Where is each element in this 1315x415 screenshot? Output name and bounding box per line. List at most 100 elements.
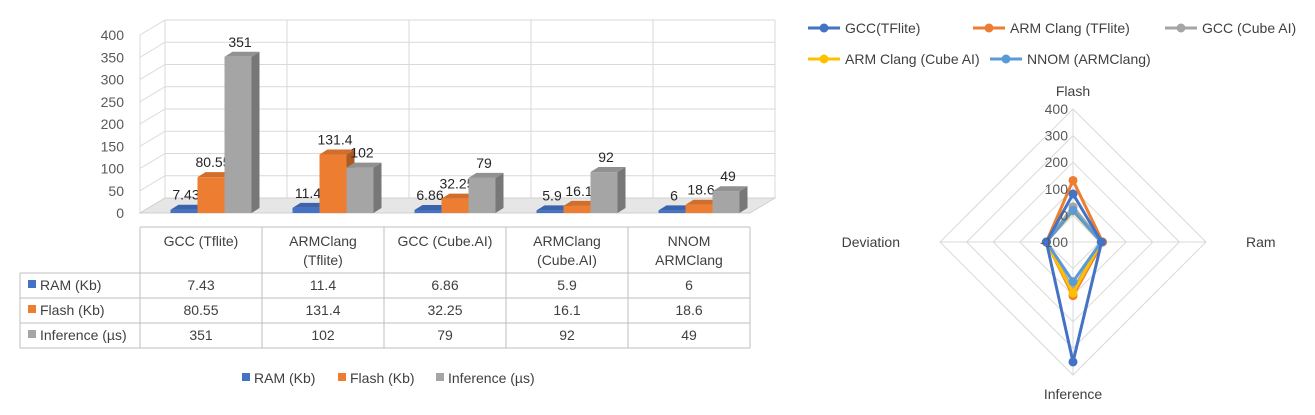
data-label: 92 bbox=[598, 149, 614, 165]
category-label: GCC (Cube.AI) bbox=[398, 233, 493, 249]
bar-top bbox=[563, 200, 599, 206]
legend-label: ARM Clang (TFlite) bbox=[1010, 20, 1130, 36]
category-label: (Tflite) bbox=[303, 252, 343, 268]
y-tick-label: 0 bbox=[116, 205, 124, 221]
side-gridline bbox=[139, 86, 166, 103]
data-label: 11.4 bbox=[295, 185, 321, 201]
bar-top bbox=[685, 199, 721, 205]
legend-marker bbox=[1001, 54, 1011, 64]
side-gridline bbox=[139, 153, 166, 169]
legend-key bbox=[242, 373, 250, 381]
bar-front bbox=[197, 177, 225, 213]
legend-label: Inference (µs) bbox=[448, 370, 535, 386]
category-label: ARMClang bbox=[655, 252, 723, 268]
legend-label: GCC (Cube AI) bbox=[1202, 20, 1296, 36]
y-tick-label: 350 bbox=[101, 49, 125, 65]
radar-point bbox=[1097, 237, 1107, 247]
bar-top bbox=[712, 186, 748, 192]
bar-top bbox=[292, 202, 328, 208]
radar-tick-label: 200 bbox=[1045, 154, 1069, 170]
category-label: ARMClang bbox=[289, 233, 357, 249]
legend-label: ARM Clang (Cube AI) bbox=[845, 51, 980, 67]
table-cell: 18.6 bbox=[675, 302, 702, 318]
y-tick-label: 200 bbox=[101, 116, 125, 132]
table-cell: 6.86 bbox=[431, 277, 458, 293]
table-cell: 49 bbox=[681, 327, 697, 343]
row-header: Inference (µs) bbox=[40, 327, 127, 343]
category-label: ARMClang bbox=[533, 233, 601, 249]
radar-point bbox=[1041, 237, 1051, 247]
table-cell: 16.1 bbox=[553, 302, 580, 318]
table-cell: 92 bbox=[559, 327, 575, 343]
table-cell: 131.4 bbox=[305, 302, 340, 318]
data-label: 5.9 bbox=[542, 187, 562, 203]
y-tick-label: 400 bbox=[101, 27, 125, 43]
radar-chart: -100 0 100 200 300 400 Flash Ram Inference Deviat… bbox=[842, 83, 1276, 402]
bar-top bbox=[346, 162, 382, 168]
bar-top bbox=[319, 149, 355, 155]
bar-top bbox=[441, 193, 477, 199]
bar-side bbox=[251, 51, 260, 214]
bar-front bbox=[170, 209, 198, 213]
table-cell: 32.25 bbox=[427, 302, 462, 318]
y-tick-label: 250 bbox=[101, 94, 125, 110]
data-label: 32.25 bbox=[439, 176, 474, 192]
table-cell: 79 bbox=[437, 327, 453, 343]
table-cell: 6 bbox=[685, 277, 693, 293]
category-label: NNOM bbox=[668, 233, 711, 249]
side-gridline bbox=[139, 175, 166, 192]
bar-top bbox=[197, 172, 233, 178]
table-legend-key bbox=[28, 330, 36, 338]
radar-legend: GCC(TFlite) ARM Clang (TFlite) GCC (Cube A… bbox=[808, 20, 1296, 67]
bar-front bbox=[292, 207, 320, 213]
radar-point bbox=[1068, 189, 1078, 199]
bar-front bbox=[319, 154, 347, 213]
radar-axis-label: Deviation bbox=[842, 234, 900, 250]
category-label: (Cube.AI) bbox=[537, 252, 597, 268]
side-gridline bbox=[139, 108, 166, 125]
y-tick-label: 150 bbox=[101, 138, 125, 154]
legend-marker bbox=[819, 54, 829, 64]
table-cell: 351 bbox=[189, 327, 213, 343]
data-label: 49 bbox=[720, 168, 736, 184]
bar-top bbox=[170, 204, 206, 210]
bar-front bbox=[468, 177, 496, 213]
radar-point bbox=[1068, 288, 1078, 298]
table-legend-key bbox=[28, 305, 36, 313]
radar-point bbox=[1068, 205, 1078, 215]
radar-tick-label: -100 bbox=[1040, 234, 1068, 250]
table-cell: 80.55 bbox=[183, 302, 218, 318]
row-header: RAM (Kb) bbox=[40, 277, 101, 293]
radar-tick-label: 300 bbox=[1045, 128, 1069, 144]
data-label: 6.86 bbox=[416, 187, 443, 203]
table-cell: 11.4 bbox=[310, 277, 336, 293]
side-gridline bbox=[139, 130, 166, 147]
side-gridline bbox=[139, 64, 166, 80]
table-legend-key bbox=[28, 280, 36, 288]
radar-point bbox=[1068, 175, 1078, 185]
data-label: 80.55 bbox=[195, 154, 230, 170]
radar-point bbox=[1068, 357, 1078, 367]
legend-label: GCC(TFlite) bbox=[845, 20, 920, 36]
table-cell: 102 bbox=[311, 327, 335, 343]
bar-top bbox=[414, 204, 450, 210]
legend-label: NNOM (ARMClang) bbox=[1027, 51, 1151, 67]
bar-front bbox=[346, 167, 374, 213]
side-gridline bbox=[139, 19, 166, 36]
bar-front bbox=[563, 205, 591, 213]
legend-key bbox=[436, 373, 444, 381]
data-label: 131.4 bbox=[317, 132, 352, 148]
radar-tick-label: 400 bbox=[1045, 101, 1069, 117]
bar-top bbox=[590, 167, 626, 173]
legend-label: RAM (Kb) bbox=[254, 370, 315, 386]
bar-front bbox=[414, 209, 442, 213]
bar-front bbox=[658, 210, 686, 213]
data-label: 6 bbox=[670, 187, 678, 203]
radar-point bbox=[1068, 277, 1078, 287]
radar-tick-label: 100 bbox=[1045, 181, 1069, 197]
legend-marker bbox=[984, 23, 994, 33]
row-header: Flash (Kb) bbox=[40, 302, 105, 318]
legend-key bbox=[338, 373, 346, 381]
bar-side bbox=[617, 167, 626, 213]
